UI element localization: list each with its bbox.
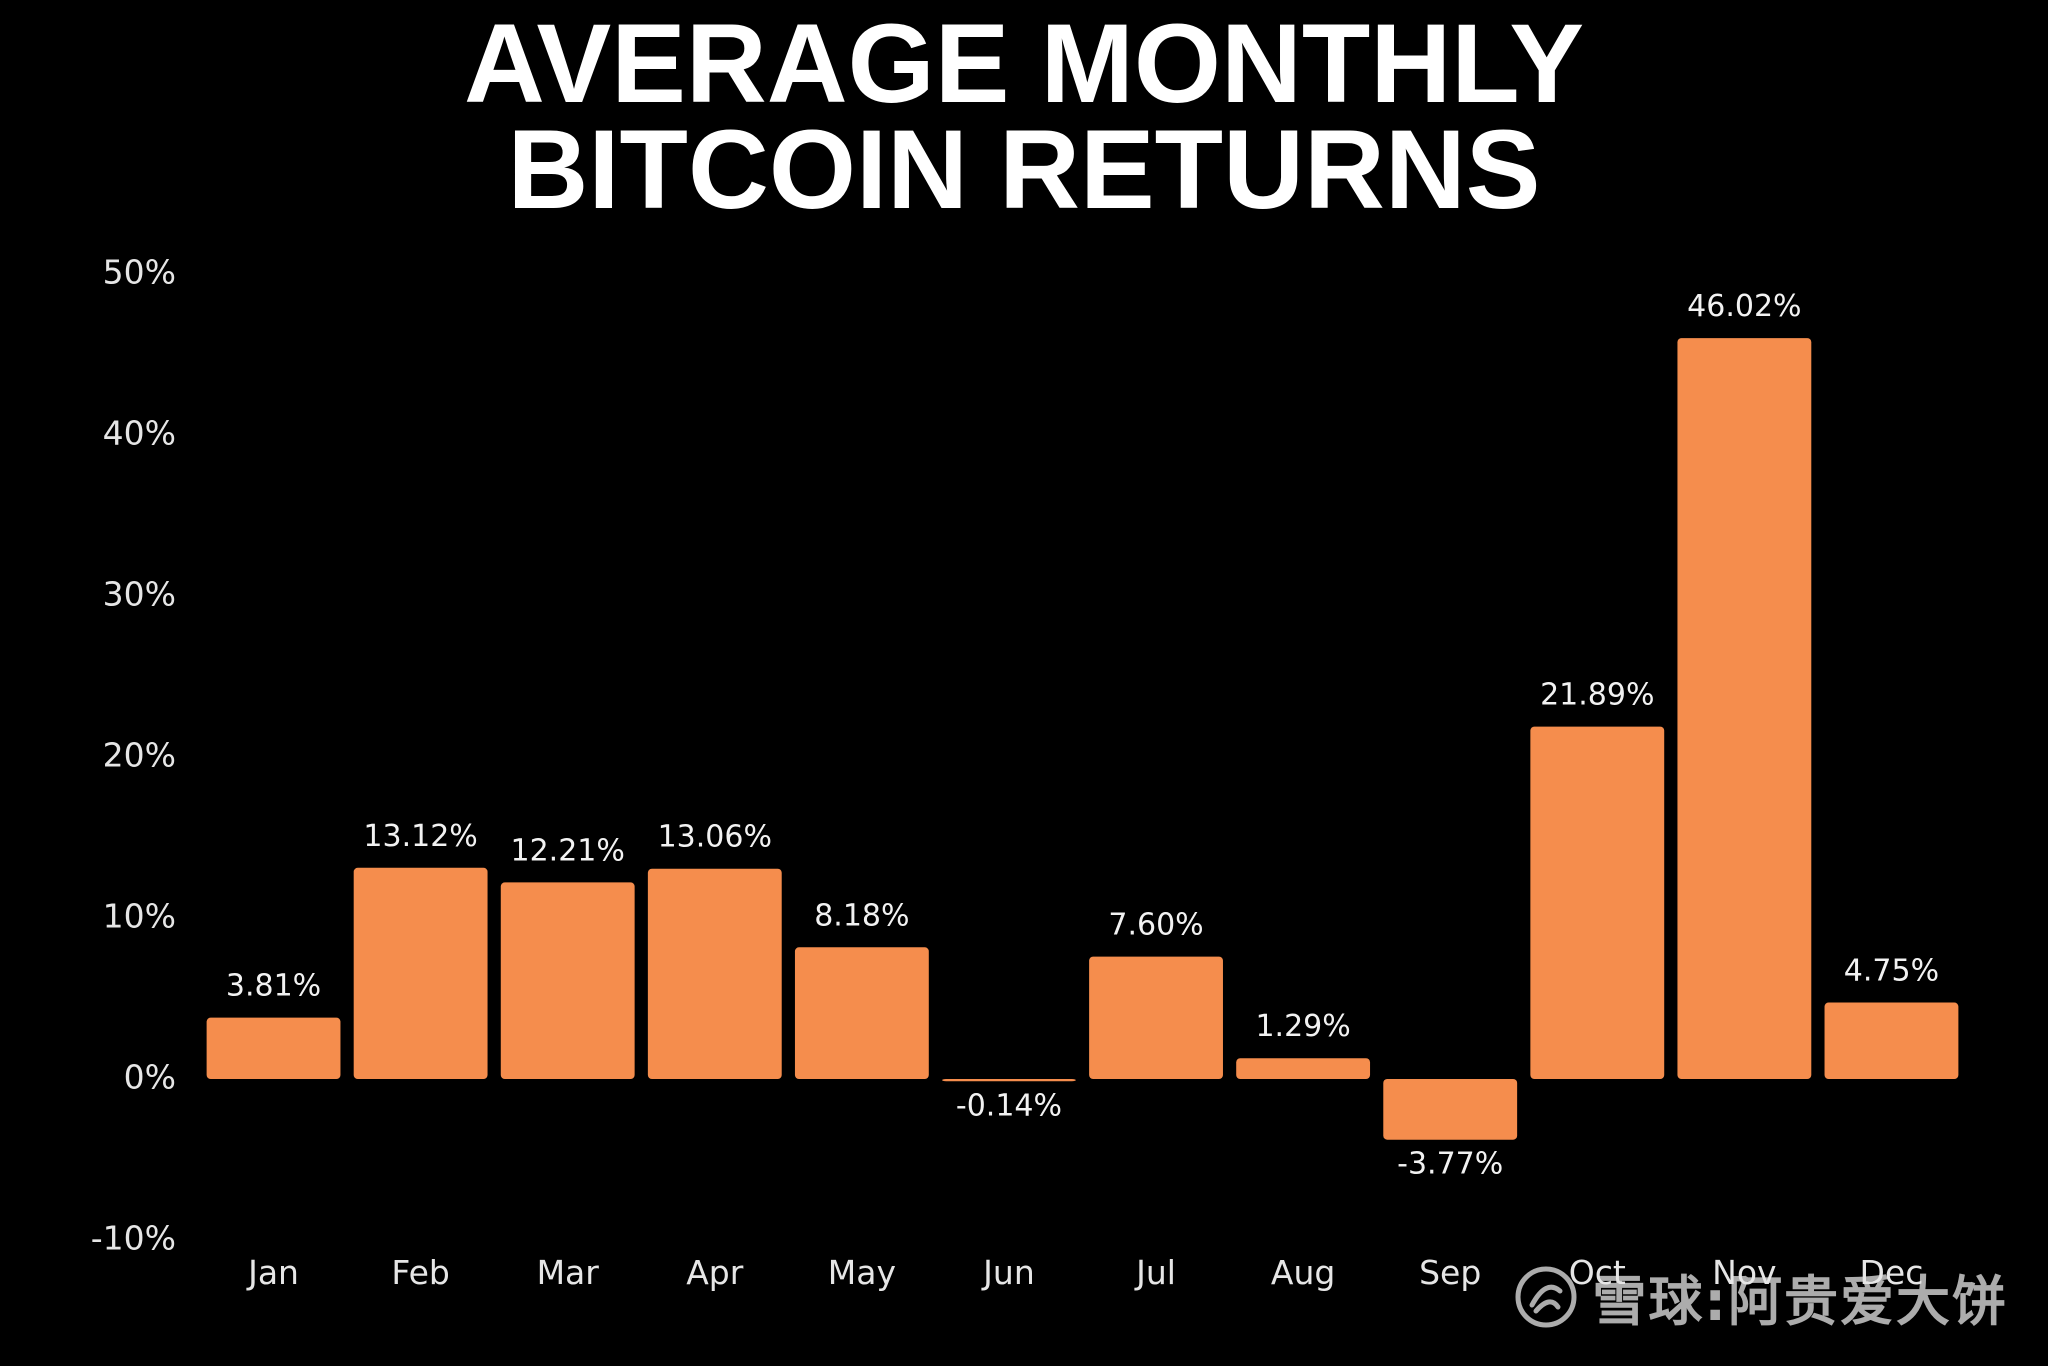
data-label-dec: 4.75%	[1844, 954, 1939, 989]
snowball-logo-icon	[1515, 1266, 1577, 1327]
watermark: 雪球:阿贵爱大饼	[1514, 1257, 2008, 1336]
y-tick-label: 20%	[103, 736, 176, 775]
x-tick-label-mar: Mar	[537, 1253, 600, 1292]
x-tick-label-aug: Aug	[1271, 1253, 1335, 1292]
x-tick-label-dec: Dec	[1860, 1253, 1924, 1292]
y-tick-label: 40%	[103, 414, 176, 453]
bar-feb	[353, 867, 488, 1079]
bars	[206, 338, 1959, 1140]
bar-nov	[1677, 338, 1812, 1079]
bar-apr	[647, 868, 782, 1079]
x-tick-label-feb: Feb	[391, 1253, 449, 1292]
y-tick-label: 50%	[103, 253, 176, 292]
bar-mar	[500, 882, 635, 1079]
data-label-sep: -3.77%	[1397, 1147, 1503, 1182]
y-tick-label: -10%	[91, 1219, 176, 1258]
x-tick-label-nov: Nov	[1712, 1253, 1776, 1292]
bar-dec	[1824, 1002, 1959, 1079]
x-tick-label-jun: Jun	[981, 1253, 1035, 1292]
y-tick-label: 30%	[103, 575, 176, 614]
data-label-feb: 13.12%	[363, 819, 477, 854]
x-axis: Jan Feb Mar Apr May Jun Jul Aug Sep Oct Nov Dec	[246, 1253, 1923, 1292]
data-label-may: 8.18%	[814, 898, 909, 933]
x-tick-label-oct: Oct	[1569, 1253, 1626, 1292]
data-label-nov: 46.02%	[1687, 289, 1801, 324]
bar-may	[794, 947, 929, 1079]
x-tick-label-sep: Sep	[1419, 1253, 1481, 1292]
x-tick-label-apr: Apr	[686, 1253, 744, 1292]
bar-jul	[1089, 956, 1223, 1079]
y-tick-label: 0%	[124, 1058, 176, 1097]
watermark-text: 雪球:阿贵爱大饼	[1592, 1270, 2008, 1333]
data-label-jun: -0.14%	[956, 1088, 1062, 1123]
bar-jan	[206, 1017, 341, 1079]
y-tick-label: 10%	[103, 897, 176, 936]
data-label-oct: 21.89%	[1540, 678, 1654, 713]
x-tick-label-may: May	[828, 1253, 896, 1292]
data-label-mar: 12.21%	[511, 833, 625, 868]
data-label-jul: 7.60%	[1108, 908, 1203, 943]
x-tick-label-jul: Jul	[1134, 1253, 1176, 1292]
chart-title-line-2: BITCOIN RETURNS	[507, 107, 1541, 232]
data-labels: 3.81% 13.12% 12.21% 13.06% 8.18% -0.14% 7.60% 1…	[226, 289, 1939, 1182]
x-tick-label-jan: Jan	[246, 1253, 299, 1292]
chart-title-line-1: AVERAGE MONTHLY	[463, 1, 1585, 126]
data-label-jan: 3.81%	[226, 969, 321, 1004]
bar-jun	[942, 1079, 1076, 1082]
y-axis: -10% 0% 10% 20% 30% 40% 50%	[91, 253, 176, 1258]
data-label-apr: 13.06%	[658, 820, 772, 855]
bar-oct	[1530, 726, 1665, 1079]
bar-aug	[1236, 1058, 1371, 1079]
data-label-aug: 1.29%	[1255, 1009, 1350, 1044]
bar-sep	[1383, 1079, 1518, 1140]
